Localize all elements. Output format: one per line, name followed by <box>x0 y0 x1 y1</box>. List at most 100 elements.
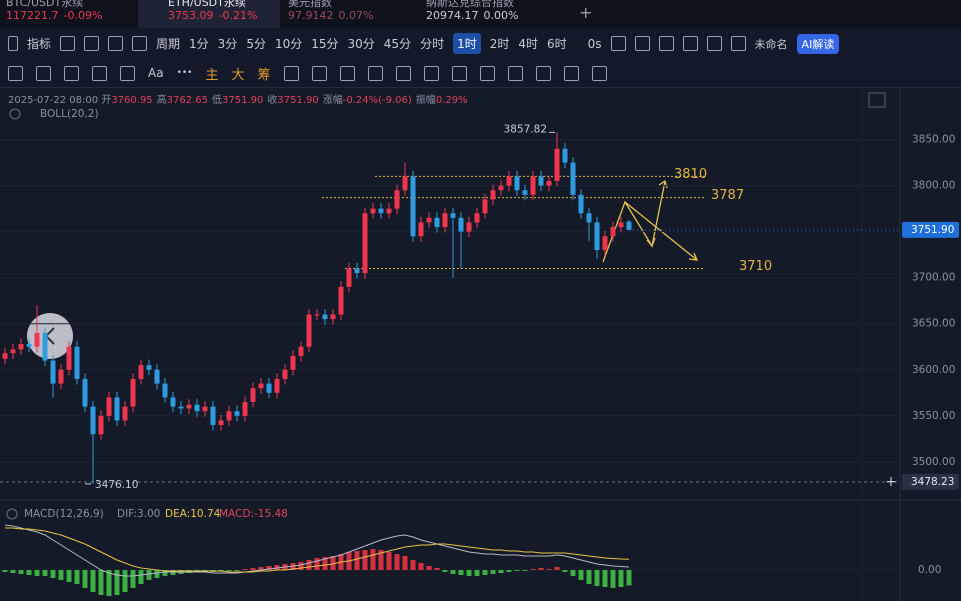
macd-bar <box>538 568 544 570</box>
interval-btn[interactable]: 1时 <box>453 33 481 54</box>
macd-bar <box>42 570 48 576</box>
macd-bar <box>146 570 152 580</box>
interval-btn[interactable]: 分时 <box>420 37 445 51</box>
macd-bar <box>34 570 40 576</box>
macd-bar <box>90 570 96 592</box>
macd-bar <box>458 570 464 575</box>
macd-bar <box>378 550 384 570</box>
draw-icon[interactable] <box>8 65 23 81</box>
draw-icon[interactable] <box>423 65 439 81</box>
tab-price: 20974.17 <box>426 9 479 22</box>
interval-btn[interactable]: 4时 <box>518 37 539 51</box>
icon[interactable] <box>658 36 674 51</box>
interval-btn[interactable]: 3分 <box>217 37 238 51</box>
draw-icon[interactable] <box>563 65 579 81</box>
icon[interactable] <box>730 36 746 51</box>
macd-bar <box>578 570 584 580</box>
candle-body <box>66 346 72 370</box>
icon[interactable] <box>60 36 76 51</box>
draw-icon[interactable] <box>535 65 551 81</box>
text-tool[interactable]: Aa <box>148 66 164 80</box>
candle-body <box>138 365 144 379</box>
candle-body <box>282 369 288 379</box>
dif-line <box>4 524 630 577</box>
tab-name: BTC/USDT永续 <box>6 0 84 9</box>
interval-btn[interactable]: 1分 <box>189 37 209 51</box>
icon[interactable] <box>132 36 148 51</box>
macd-bar <box>138 570 144 584</box>
candle-body <box>618 222 624 228</box>
macd-bar <box>482 570 488 575</box>
draw-icon[interactable] <box>339 65 355 81</box>
info-key: 收 <box>267 95 278 106</box>
macd-bar <box>234 570 240 571</box>
candle-body <box>106 397 112 416</box>
tab[interactable]: ETH/USDT永续 3753.09 -0.21% <box>138 0 280 28</box>
icon[interactable] <box>682 36 698 51</box>
tab[interactable]: BTC/USDT永续 117221.7 -0.09% <box>0 0 130 28</box>
scroll-left[interactable] <box>27 313 73 359</box>
draw-icon[interactable] <box>283 65 299 81</box>
info-key: 振幅 <box>415 95 436 106</box>
interval-btn[interactable]: 5分 <box>246 37 266 51</box>
icon[interactable] <box>706 36 722 51</box>
interval-btn[interactable]: 45分 <box>383 37 412 51</box>
macd-bar <box>394 554 400 570</box>
candle-body <box>26 343 32 347</box>
icon[interactable] <box>108 36 124 51</box>
draw-icon[interactable] <box>311 65 327 81</box>
last-price-tag <box>902 221 959 238</box>
draw-icon[interactable] <box>120 65 135 81</box>
tab[interactable]: 纳斯达克综合指数 20974.17 0.00% <box>420 0 550 28</box>
macd-collapse[interactable] <box>6 508 18 520</box>
layout-name[interactable]: 未命名 <box>754 37 788 51</box>
draw-icon[interactable] <box>92 65 107 81</box>
draw-icon[interactable] <box>507 65 523 81</box>
info-value: -0.24%(-9.06) <box>342 95 412 106</box>
collapse-icon[interactable] <box>9 108 21 120</box>
macd-bar <box>418 563 424 570</box>
macd-bar <box>98 570 104 595</box>
expand-icon[interactable] <box>868 92 886 108</box>
period-btn[interactable]: 周期 <box>156 37 181 51</box>
candle-body <box>186 404 192 409</box>
tab-price: 117221.7 <box>6 9 59 22</box>
draw-icon[interactable] <box>367 65 383 81</box>
macd-bar <box>402 556 408 570</box>
macd-bar <box>50 570 56 578</box>
candle-body <box>490 190 496 200</box>
candle-body <box>34 332 40 347</box>
macd-bar <box>242 569 248 570</box>
draw-icon[interactable] <box>479 65 495 81</box>
drawing-toolbar: Aa ••• 主大筹 <box>0 59 961 88</box>
overlay-btn[interactable]: 主 <box>205 67 219 83</box>
ai-btn[interactable]: AI解读 <box>796 33 840 54</box>
tab[interactable]: 美元指数 97.9142 0.07% <box>282 0 412 28</box>
interval-btn[interactable]: 6时 <box>547 37 567 51</box>
more-tools[interactable]: ••• <box>176 68 193 78</box>
interval-btn[interactable]: 30分 <box>347 37 375 51</box>
macd-label: DEA:10.74 <box>165 508 221 520</box>
candle-body <box>58 369 64 384</box>
icon[interactable] <box>84 36 100 51</box>
overlay-btn[interactable]: 筹 <box>257 67 271 83</box>
candle-body <box>450 213 456 218</box>
draw-icon[interactable] <box>451 65 467 81</box>
macd-bar <box>58 570 64 580</box>
candle-body <box>42 332 48 361</box>
add-tab[interactable]: + <box>579 3 593 22</box>
tab-change: 0.07% <box>338 9 374 22</box>
interval-btn[interactable]: 2时 <box>489 37 510 51</box>
icon[interactable] <box>634 36 650 51</box>
interval-btn[interactable]: 15分 <box>311 37 339 51</box>
interval-btn[interactable]: 10分 <box>274 37 303 51</box>
overlay-btn[interactable]: 大 <box>231 67 245 83</box>
crosshair-add[interactable]: + <box>885 474 897 490</box>
draw-icon[interactable] <box>591 65 607 81</box>
icon[interactable] <box>610 36 626 51</box>
draw-icon[interactable] <box>64 65 79 81</box>
draw-icon[interactable] <box>395 65 411 81</box>
draw-icon[interactable] <box>36 65 51 81</box>
macd-bar <box>386 552 392 570</box>
indicators-btn[interactable]: 指标 <box>27 37 52 51</box>
